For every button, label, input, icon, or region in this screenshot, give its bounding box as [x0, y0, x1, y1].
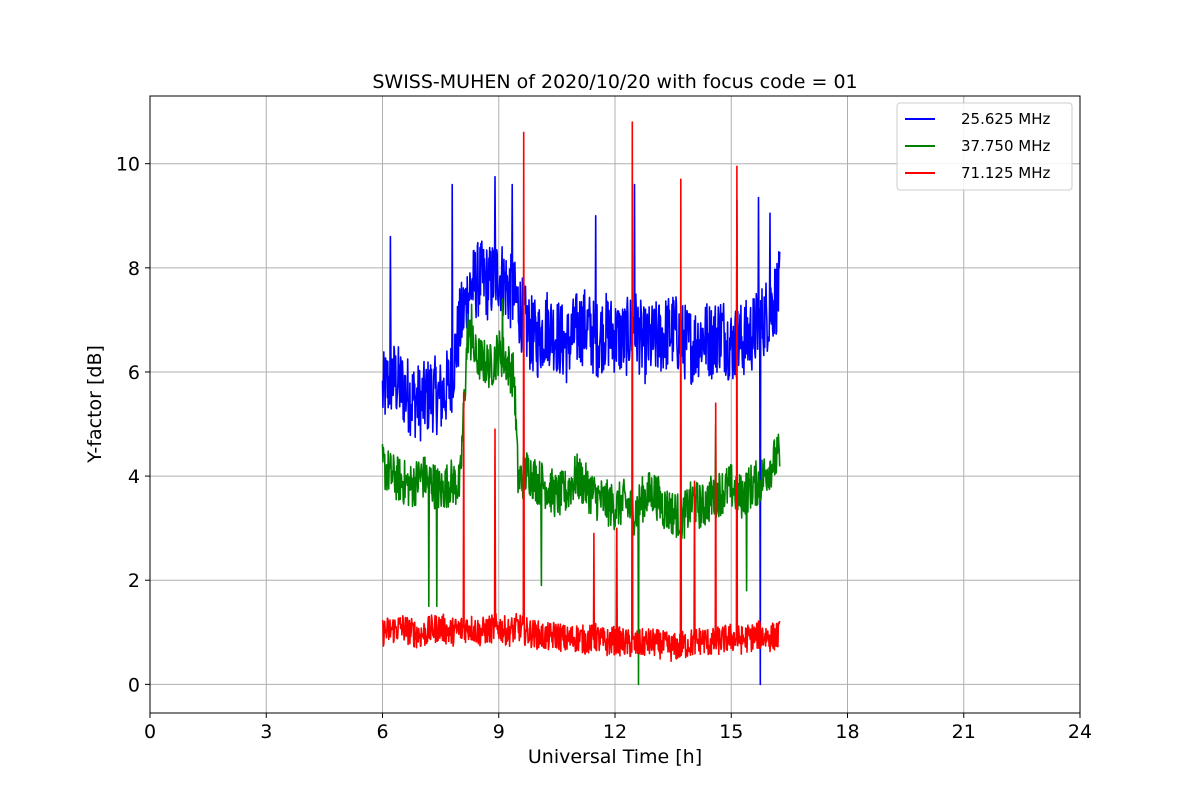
- series-line-3: [381, 121, 781, 662]
- y-tick-label: 8: [128, 258, 140, 280]
- chart-title: SWISS-MUHEN of 2020/10/20 with focus cod…: [372, 71, 857, 93]
- x-tick-label: 3: [260, 721, 272, 743]
- series-line-2: [381, 298, 781, 686]
- series-line-1: [381, 175, 781, 686]
- series-layer: [381, 121, 781, 686]
- x-tick-label: 24: [1068, 721, 1092, 743]
- legend: 25.625 MHz 37.750 MHz 71.125 MHz: [896, 102, 1073, 191]
- x-tick-label: 15: [719, 721, 743, 743]
- y-tick-label: 2: [128, 570, 140, 592]
- legend-label: 37.750 MHz: [961, 137, 1050, 155]
- x-tick-label: 21: [952, 721, 976, 743]
- legend-box: [896, 102, 1073, 191]
- x-tick-label: 9: [493, 721, 505, 743]
- x-axis-label: Universal Time [h]: [528, 746, 702, 768]
- y-tick-label: 10: [116, 154, 140, 176]
- y-tick-label: 0: [128, 674, 140, 696]
- y-axis-label: Y-factor [dB]: [84, 345, 106, 464]
- y-tick-label: 6: [128, 362, 140, 384]
- x-tick-label: 18: [835, 721, 859, 743]
- x-tick-label: 0: [144, 721, 156, 743]
- legend-label: 71.125 MHz: [961, 164, 1050, 182]
- y-tick-label: 4: [128, 466, 140, 488]
- x-tick-label: 12: [603, 721, 627, 743]
- x-tick-label: 6: [376, 721, 388, 743]
- legend-label: 25.625 MHz: [961, 110, 1050, 128]
